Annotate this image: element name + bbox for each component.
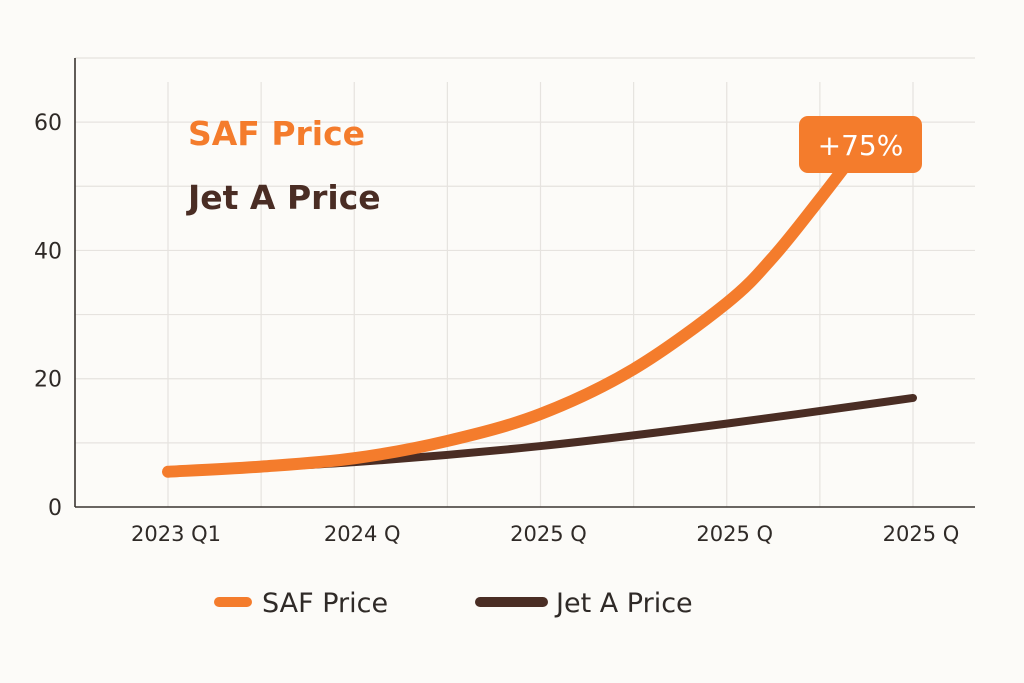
callout-annotation: +75%	[799, 116, 922, 173]
y-tick-layer: 0 20 40 60	[34, 111, 62, 521]
y-tick-label-40: 40	[34, 239, 62, 264]
y-tick-label-60: 60	[34, 111, 62, 136]
legend: SAF Price Jet A Price	[214, 588, 693, 619]
series-line-saf-price	[162, 132, 873, 478]
y-tick-label-20: 20	[34, 368, 62, 393]
legend-label-saf: SAF Price	[262, 588, 388, 619]
inline-label-saf: SAF Price	[188, 114, 365, 153]
x-tick-layer: 2023 Q1 2024 Q 2025 Q 2025 Q 2025 Q	[131, 522, 959, 546]
inline-labels: SAF Price Jet A Price	[186, 114, 381, 217]
x-tick-label-0: 2023 Q1	[131, 522, 221, 546]
legend-label-jet-a: Jet A Price	[554, 588, 693, 619]
inline-label-jet-a: Jet A Price	[186, 178, 381, 217]
callout-text: +75%	[818, 129, 904, 162]
callout-badge	[799, 116, 922, 173]
x-tick-label-4: 2025 Q	[883, 522, 960, 546]
series-layer	[162, 132, 917, 478]
x-tick-label-1: 2024 Q	[324, 522, 401, 546]
y-tick-label-0: 0	[48, 496, 62, 521]
x-tick-label-3: 2025 Q	[696, 522, 773, 546]
axis-layer	[74, 58, 975, 508]
x-tick-label-2: 2025 Q	[510, 522, 587, 546]
